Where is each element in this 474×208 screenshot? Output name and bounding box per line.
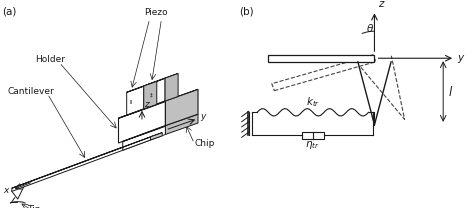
Text: Piezo: Piezo	[144, 7, 167, 17]
Text: $l$: $l$	[448, 84, 453, 99]
Polygon shape	[144, 81, 157, 109]
Text: y: y	[457, 53, 464, 63]
Polygon shape	[123, 114, 198, 141]
Text: $\eta_{tr}$: $\eta_{tr}$	[305, 139, 320, 151]
Polygon shape	[165, 114, 198, 134]
Bar	[268, 54, 374, 62]
Polygon shape	[165, 89, 198, 126]
Polygon shape	[118, 101, 165, 143]
Text: $\ddag$: $\ddag$	[149, 92, 154, 99]
Polygon shape	[12, 133, 162, 188]
Polygon shape	[118, 89, 198, 118]
Text: Cantilever: Cantilever	[7, 87, 54, 96]
Polygon shape	[146, 78, 165, 108]
Text: x: x	[4, 186, 9, 195]
Polygon shape	[127, 81, 157, 92]
Text: Holder: Holder	[36, 55, 65, 64]
Polygon shape	[12, 137, 151, 191]
Polygon shape	[151, 133, 162, 140]
Text: y: y	[201, 111, 206, 121]
Polygon shape	[123, 126, 165, 150]
Text: Tip: Tip	[27, 204, 41, 208]
Text: Chip: Chip	[194, 139, 215, 148]
Text: z: z	[145, 100, 149, 109]
Text: $\theta$: $\theta$	[366, 22, 374, 34]
Polygon shape	[127, 86, 144, 115]
Text: II: II	[130, 100, 133, 105]
Polygon shape	[165, 73, 178, 101]
Polygon shape	[146, 73, 178, 85]
Text: (a): (a)	[2, 6, 17, 16]
Bar	[302, 131, 323, 139]
Text: z: z	[378, 0, 383, 9]
Text: (b): (b)	[239, 6, 254, 16]
Text: $k_{tr}$: $k_{tr}$	[306, 95, 320, 109]
